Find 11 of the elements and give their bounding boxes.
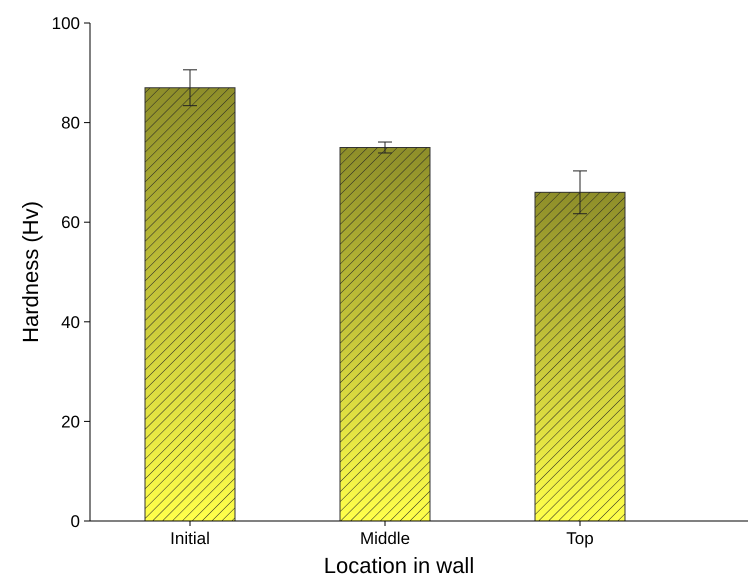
- y-tick-label: 100: [52, 14, 80, 33]
- y-axis-title: Hardness (Hv): [18, 201, 43, 343]
- y-tick-label: 0: [70, 512, 80, 531]
- y-tick-label: 80: [61, 114, 80, 133]
- y-tick-label: 40: [61, 312, 80, 332]
- x-tick-label: Middle: [360, 529, 410, 548]
- x-axis-title: Location in wall: [324, 553, 474, 578]
- x-tick-label: Initial: [170, 529, 210, 548]
- y-tick-label: 60: [61, 213, 80, 232]
- y-tick-label: 20: [61, 412, 80, 432]
- x-tick-label: Top: [566, 529, 594, 548]
